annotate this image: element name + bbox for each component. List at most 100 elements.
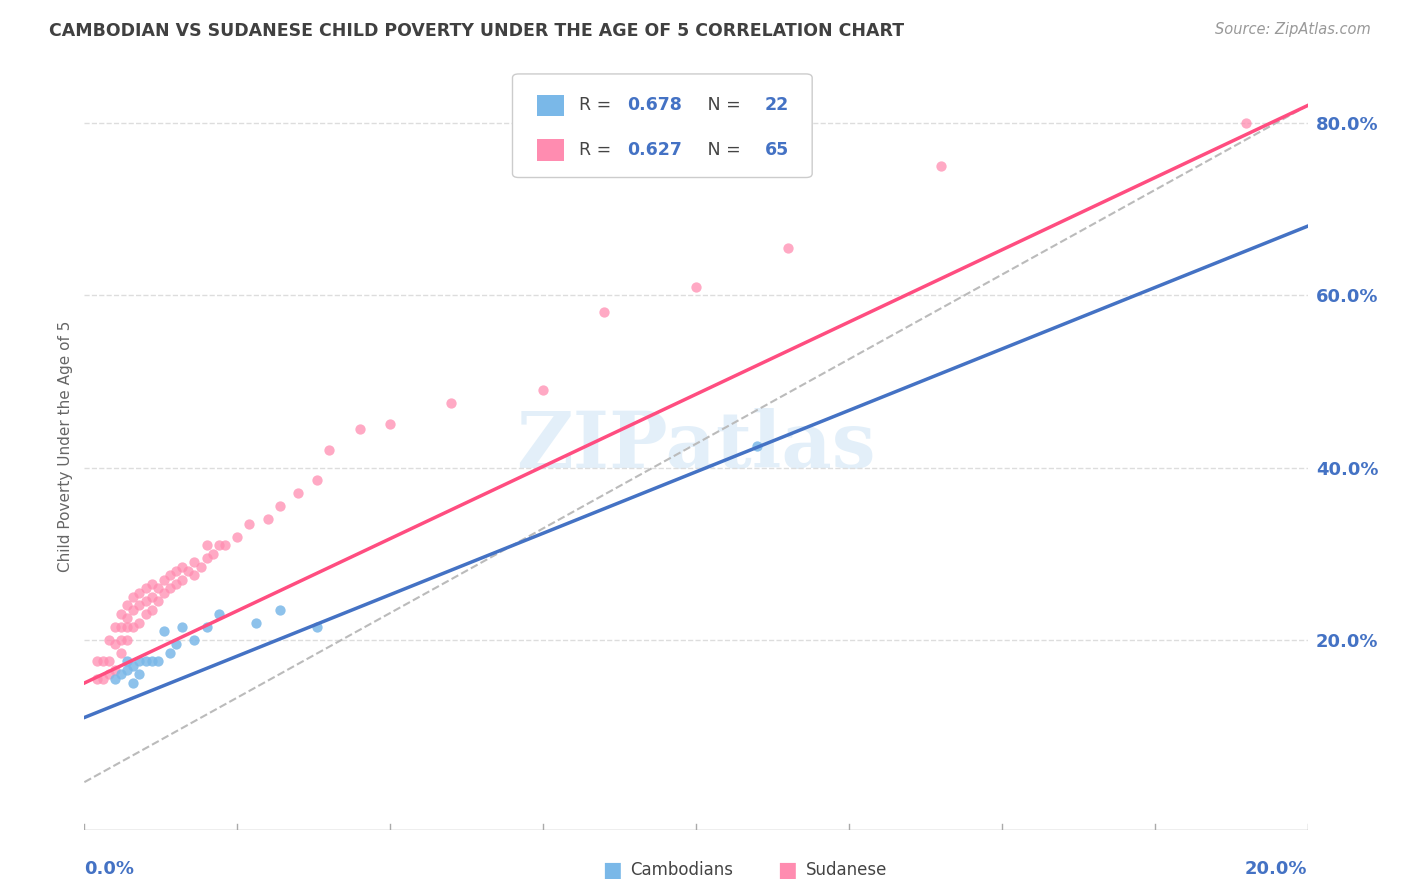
Point [318,443,340,458]
Point [122,676,145,690]
Point [128,655,150,669]
Point [159,568,181,582]
Point [122,620,145,634]
Point [165,577,187,591]
Point [153,624,176,639]
Point [115,655,138,669]
Point [305,474,328,488]
Point [104,620,127,634]
Point [776,241,799,255]
FancyBboxPatch shape [513,74,813,178]
Point [86,672,108,686]
Text: 65: 65 [765,141,789,159]
Point [91,655,114,669]
Point [593,305,616,319]
Point [122,603,145,617]
Point [141,603,163,617]
Point [110,646,132,660]
Point [104,663,127,677]
Point [201,547,224,561]
Point [165,637,187,651]
Text: N =: N = [692,141,747,159]
Text: ■: ■ [778,860,797,880]
Point [115,663,138,677]
Text: ■: ■ [602,860,621,880]
Point [172,559,194,574]
Point [269,500,291,514]
Point [685,279,707,293]
Point [135,581,157,595]
Point [135,594,157,608]
Point [141,590,163,604]
Point [195,551,218,566]
Point [172,620,194,634]
Text: R =: R = [578,96,616,114]
Y-axis label: Child Poverty Under the Age of 5: Child Poverty Under the Age of 5 [58,320,73,572]
Point [190,559,212,574]
Text: N =: N = [692,96,747,114]
Point [135,607,157,621]
Point [440,396,463,410]
Point [141,577,163,591]
Point [165,564,187,578]
Point [183,568,205,582]
Point [153,573,176,587]
Point [208,607,231,621]
Point [91,672,114,686]
Point [110,607,132,621]
Text: 0.627: 0.627 [627,141,682,159]
Point [159,581,181,595]
Point [257,512,280,526]
Point [747,439,769,453]
FancyBboxPatch shape [537,139,564,161]
Point [172,573,194,587]
Point [214,538,236,552]
Point [146,581,169,595]
Point [115,599,138,613]
Point [929,159,952,173]
Point [245,615,267,630]
Text: 22: 22 [765,96,789,114]
Point [183,555,205,569]
Text: 0.0%: 0.0% [84,860,135,878]
Point [380,417,402,432]
Point [122,590,145,604]
Point [159,646,181,660]
Point [128,615,150,630]
Point [146,655,169,669]
Point [135,655,157,669]
Point [238,516,260,531]
Text: ZIPatlas: ZIPatlas [516,408,876,484]
Point [115,611,138,625]
Point [183,632,205,647]
Point [177,564,200,578]
Point [305,620,328,634]
Point [104,637,127,651]
Point [115,632,138,647]
Point [531,383,554,397]
Point [128,585,150,599]
Point [104,672,127,686]
Point [110,667,132,681]
Text: CAMBODIAN VS SUDANESE CHILD POVERTY UNDER THE AGE OF 5 CORRELATION CHART: CAMBODIAN VS SUDANESE CHILD POVERTY UNDE… [49,22,904,40]
Point [115,620,138,634]
Point [110,620,132,634]
Point [287,486,309,500]
Point [97,655,120,669]
Text: Source: ZipAtlas.com: Source: ZipAtlas.com [1215,22,1371,37]
Text: 0.678: 0.678 [627,96,682,114]
FancyBboxPatch shape [537,95,564,116]
Point [86,655,108,669]
Text: 20.0%: 20.0% [1246,860,1308,878]
Point [226,529,249,543]
Point [141,655,163,669]
Point [128,599,150,613]
Text: Sudanese: Sudanese [806,861,887,879]
Point [97,632,120,647]
Point [146,594,169,608]
Text: Cambodians: Cambodians [630,861,733,879]
Point [110,632,132,647]
Point [349,422,371,436]
Point [208,538,231,552]
Point [1236,116,1258,130]
